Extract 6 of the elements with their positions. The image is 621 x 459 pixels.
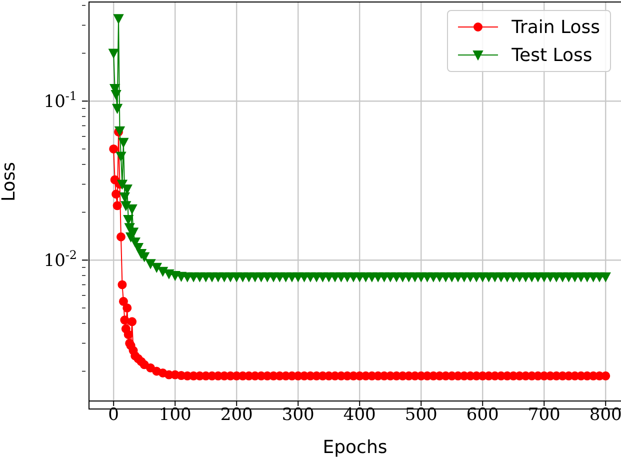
y-tick-label: 10$^{-2}$ bbox=[44, 248, 77, 272]
y-tick-label: 10$^{-1}$ bbox=[44, 89, 77, 112]
legend-label: Train Loss bbox=[512, 16, 600, 38]
legend-label: Test Loss bbox=[512, 44, 592, 66]
y-axis-title: Loss bbox=[0, 162, 20, 202]
x-axis-title: Epochs bbox=[322, 437, 388, 458]
